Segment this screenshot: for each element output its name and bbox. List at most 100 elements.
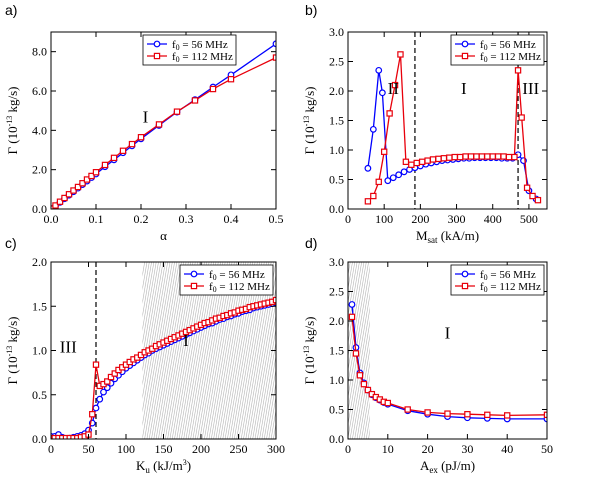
hatch-line: [94, 262, 124, 439]
chart-panel-4: 0 10 20 30 40 50 0.0 0.5 1.0 1.5 2.0 2.5 3.0 Aex (pJ/…: [302, 235, 553, 475]
data-point: [380, 148, 388, 155]
hatch-line: [250, 286, 276, 439]
y-tick-label: 2.5: [329, 285, 344, 299]
hatch-line: [349, 320, 370, 439]
x-axis-label: Msat (kA/m): [416, 228, 479, 245]
data-point: [92, 404, 100, 412]
x-tick-label: 300: [267, 442, 285, 456]
legend-marker: [153, 40, 161, 48]
data-point: [384, 399, 392, 407]
x-tick-label: 0: [345, 212, 351, 226]
legend-box: [179, 264, 274, 296]
data-point: [384, 177, 392, 185]
data-point: [395, 171, 403, 179]
legend-label: f0 = 112 MHz: [480, 281, 541, 294]
legend-label: f0 = 112 MHz: [172, 51, 233, 64]
data-point: [429, 156, 437, 163]
data-point: [173, 108, 181, 115]
data-point: [444, 410, 451, 417]
legend-label: f0 = 56 MHz: [480, 269, 536, 282]
hatch-line: [106, 262, 136, 439]
data-point: [511, 153, 518, 161]
hatch-line: [146, 262, 178, 439]
x-tick-label: 0: [345, 442, 351, 456]
data-point: [370, 192, 377, 200]
x-tick-label: 250: [230, 442, 248, 456]
x-tick-label: 10: [382, 442, 394, 456]
series-56mhz: [348, 301, 547, 423]
hatch-line: [273, 421, 276, 439]
data-point: [100, 388, 107, 396]
y-tick-label: 1.0: [329, 143, 344, 157]
hatch-line: [352, 334, 370, 439]
hatch-line: [365, 415, 370, 439]
legend-marker: [190, 282, 198, 290]
legend-box: [142, 34, 237, 66]
hatch-line: [148, 262, 180, 439]
x-tick-label: 50: [541, 442, 553, 456]
data-point: [352, 350, 360, 357]
y-tick-label: 6.0: [32, 84, 47, 98]
y-tick-label: 0.5: [329, 403, 344, 417]
legend-marker: [461, 40, 469, 48]
x-axis-label: Aex (pJ/m): [420, 458, 475, 475]
data-point: [364, 198, 372, 205]
x-tick-label: 0: [48, 442, 54, 456]
region-label: III: [60, 337, 77, 356]
data-point: [360, 380, 368, 388]
x-axis-label: α: [160, 228, 167, 243]
data-point: [378, 89, 386, 97]
hatch-line: [363, 401, 370, 439]
data-point: [408, 161, 415, 168]
region-label: III: [522, 79, 539, 98]
data-point: [489, 153, 496, 160]
y-tick-label: 2.5: [329, 55, 344, 69]
panel-label: b): [305, 2, 317, 18]
data-point: [440, 155, 448, 162]
hatch-line: [83, 262, 113, 439]
data-point: [484, 153, 491, 160]
x-tick-label: 200: [192, 442, 210, 456]
data-point: [119, 147, 127, 154]
data-point: [65, 191, 73, 198]
x-tick-label: 40: [501, 442, 513, 456]
hatch-line: [266, 381, 276, 439]
x-tick-label: 100: [117, 442, 135, 456]
y-tick-label: 0.5: [32, 388, 47, 402]
chart-panel-2: 0 100 200 300 400 500 0.0 0.5 1.0 1.5 2.0 2.5 3.0 Msa…: [302, 2, 548, 245]
data-point: [61, 194, 68, 202]
x-tick-label: 0.3: [179, 212, 194, 226]
y-tick-label: 2.0: [32, 255, 47, 269]
hatch-line: [354, 347, 370, 439]
data-point: [424, 409, 431, 416]
hatch-line: [252, 299, 276, 439]
y-tick-label: 2.0: [32, 163, 47, 177]
y-axis-label: Γ (10-13 kg/s): [302, 86, 317, 154]
data-point: [191, 97, 199, 104]
region-label: I: [461, 79, 467, 98]
data-point: [494, 153, 502, 160]
y-tick-label: 0.0: [329, 432, 344, 446]
y-tick-label: 3.0: [329, 25, 344, 39]
x-tick-label: 150: [155, 442, 173, 456]
hatch-line: [108, 262, 138, 439]
data-point: [543, 411, 547, 419]
data-point: [413, 159, 420, 167]
data-point: [446, 154, 453, 161]
data-point: [402, 158, 410, 165]
x-tick-label: 20: [422, 442, 434, 456]
x-tick-label: 300: [448, 212, 466, 226]
hatch-line: [142, 262, 150, 304]
data-point: [88, 172, 95, 180]
data-point: [272, 40, 276, 48]
chart-panel-1: 0.0 0.1 0.2 0.3 0.4 0.5 0.0 2.0 4.0 6.0 8.0 α Γ (10-…: [5, 2, 284, 243]
hatch-line: [103, 262, 133, 439]
y-tick-label: 2.0: [329, 314, 344, 328]
data-point: [484, 411, 491, 419]
data-point: [404, 406, 411, 413]
data-point: [523, 184, 531, 191]
data-point: [137, 134, 145, 141]
data-point: [348, 301, 356, 308]
